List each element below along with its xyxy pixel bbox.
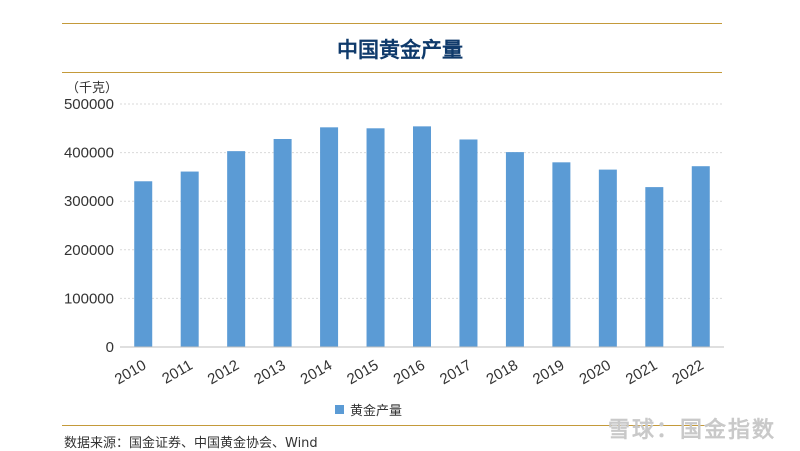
x-tick-label: 2017: [437, 357, 474, 388]
x-tick-label: 2016: [391, 357, 428, 388]
x-tick-label: 2014: [298, 357, 335, 388]
top-rule: [62, 23, 722, 24]
x-tick-label: 2021: [623, 357, 660, 388]
bar: [645, 187, 664, 347]
bar: [134, 181, 153, 347]
bar: [505, 152, 524, 347]
y-tick-label: 200000: [64, 242, 114, 259]
x-tick-label: 2019: [530, 357, 567, 388]
y-tick-label: 0: [106, 339, 114, 356]
bar: [366, 128, 385, 347]
y-tick-label: 300000: [64, 193, 114, 210]
bars: [134, 126, 710, 347]
source-note: 数据来源：国金证券、中国黄金协会、Wind: [64, 436, 318, 451]
x-tick-label: 2012: [205, 357, 242, 388]
bar: [273, 138, 292, 347]
legend-swatch: [335, 405, 344, 414]
bar: [227, 151, 246, 347]
y-tick-label: 500000: [64, 96, 114, 113]
x-tick-label: 2022: [669, 357, 706, 388]
bar: [552, 162, 571, 347]
bar: [598, 169, 617, 347]
y-tick-label: 400000: [64, 145, 114, 162]
bar: [413, 126, 431, 347]
bar: [320, 127, 339, 347]
footer-rule: [62, 425, 722, 426]
y-axis-tick-labels: 0 100000 200000 300000 400000 500000: [64, 96, 114, 356]
x-tick-label: 2010: [112, 357, 149, 388]
legend: 黄金产量: [335, 400, 402, 419]
x-tick-label: 2015: [344, 357, 381, 388]
bar: [180, 171, 199, 347]
y-axis-unit-label: （千克）: [66, 81, 118, 96]
x-tick-label: 2013: [251, 357, 288, 388]
title-underline-rule: [62, 72, 722, 73]
legend-label: 黄金产量: [350, 404, 403, 419]
x-tick-label: 2020: [576, 357, 613, 388]
x-tick-label: 2018: [484, 357, 521, 388]
bar: [459, 139, 478, 347]
chart-title: 中国黄金产量: [337, 38, 463, 62]
x-tick-label: 2011: [159, 357, 195, 388]
y-tick-label: 100000: [64, 290, 114, 307]
bar: [691, 166, 710, 347]
watermark: 雪球：国金指数: [607, 418, 776, 443]
x-axis-tick-labels: 2010 2011 2012 2013 2014 2015 2016 2017 2018 2019…: [112, 357, 707, 388]
